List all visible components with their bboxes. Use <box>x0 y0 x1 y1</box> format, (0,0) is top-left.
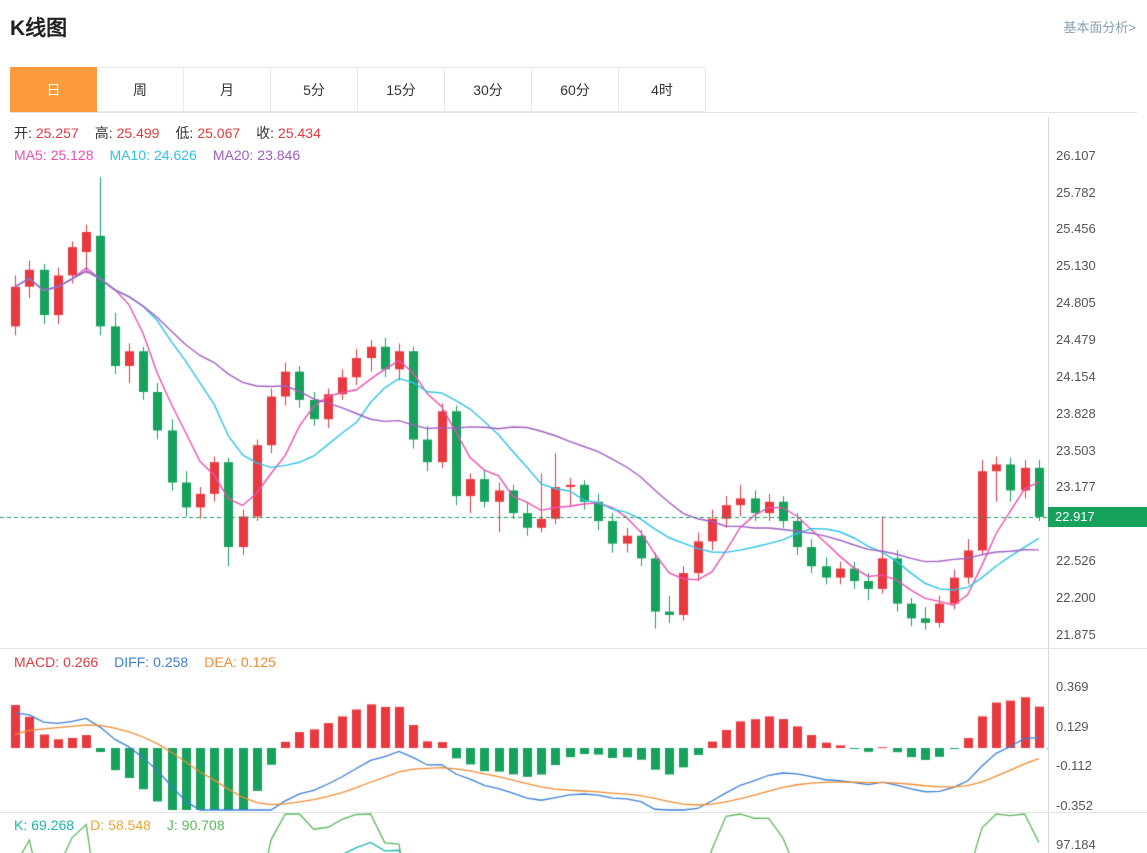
d-label: D: <box>90 817 105 833</box>
price-axis-label: 22.526 <box>1056 553 1096 569</box>
kdj-legend: K: 69.268 D: 58.548 J: 90.708 <box>14 817 241 833</box>
ma20-label: MA20: <box>212 147 254 163</box>
legend-d: D: 58.548 <box>90 817 151 833</box>
legend-open: 开: 25.257 <box>14 125 79 141</box>
macd-value: 0.266 <box>63 654 99 670</box>
low-value: 25.067 <box>197 125 241 141</box>
tab-month[interactable]: 月 <box>184 67 271 112</box>
ohlc-legend: 开: 25.257 高: 25.499 低: 25.067 收: 25.434 <box>14 123 337 143</box>
tab-hour4[interactable]: 4时 <box>619 67 706 112</box>
price-axis-label: 24.805 <box>1056 295 1096 311</box>
legend-ma20: MA20: 23.846 <box>213 147 300 163</box>
price-axis-label: 21.875 <box>1056 626 1096 642</box>
page-title: K线图 <box>10 17 68 40</box>
fundamental-analysis-link[interactable]: 基本面分析> <box>1063 20 1136 35</box>
macd-legend: MACD: 0.266 DIFF: 0.258 DEA: 0.125 <box>14 654 292 670</box>
legend-j: J: 90.708 <box>167 817 225 833</box>
dea-label: DEA: <box>204 654 237 670</box>
tab-min5[interactable]: 5分 <box>271 67 358 112</box>
legend-dea: DEA: 0.125 <box>204 654 276 670</box>
legend-ma10: MA10: 24.626 <box>110 147 197 163</box>
tab-min15[interactable]: 15分 <box>358 67 445 112</box>
kdj-axis-label: 97.184 <box>1056 837 1096 852</box>
d-value: 58.548 <box>108 817 151 833</box>
price-axis-label: 24.479 <box>1056 332 1096 348</box>
price-axis-label: 25.130 <box>1056 258 1096 274</box>
tab-day[interactable]: 日 <box>10 67 97 112</box>
ma10-value: 24.626 <box>153 147 197 163</box>
open-label: 开: <box>14 125 32 141</box>
price-axis-label: 24.154 <box>1056 368 1096 384</box>
macd-label: MACD: <box>14 654 60 670</box>
ma5-value: 25.128 <box>50 147 94 163</box>
open-value: 25.257 <box>35 125 79 141</box>
diff-value: 0.258 <box>153 654 189 670</box>
j-value: 90.708 <box>181 817 225 833</box>
close-value: 25.434 <box>278 125 321 141</box>
legend-macd: MACD: 0.266 <box>14 654 98 670</box>
ma20-value: 23.846 <box>257 147 301 163</box>
panel-divider-main-macd <box>0 648 1147 649</box>
legend-high: 高: 25.499 <box>95 125 160 141</box>
macd-axis-label: -0.112 <box>1056 758 1092 774</box>
j-label: J: <box>166 817 178 833</box>
price-axis-label: 23.828 <box>1056 405 1096 421</box>
macd-axis-label: 0.129 <box>1056 718 1089 734</box>
current-price-tag: 22.917 <box>1048 506 1147 527</box>
price-axis-line <box>1048 117 1049 853</box>
tab-week[interactable]: 周 <box>97 67 184 112</box>
price-axis-label: 26.107 <box>1056 147 1096 163</box>
tab-min60[interactable]: 60分 <box>532 67 619 112</box>
ma5-label: MA5: <box>14 147 47 163</box>
dea-value: 0.125 <box>240 654 276 670</box>
legend-diff: DIFF: 0.258 <box>114 654 188 670</box>
macd-axis-label: -0.352 <box>1056 798 1093 814</box>
price-axis-label: 23.177 <box>1056 479 1096 495</box>
interval-tab-bar: 日周月 5分 15分 30分 60分 4时 <box>10 67 1137 113</box>
low-label: 低: <box>175 125 194 141</box>
price-axis-label: 25.456 <box>1056 221 1096 237</box>
ma-legend: MA5: 25.128 MA10: 24.626 MA20: 23.846 <box>14 147 316 163</box>
macd-axis-label: 0.369 <box>1056 679 1089 695</box>
high-value: 25.499 <box>116 125 160 141</box>
legend-ma5: MA5: 25.128 <box>14 147 94 163</box>
high-label: 高: <box>94 125 113 141</box>
price-axis-label: 22.200 <box>1056 589 1096 605</box>
price-axis-label: 25.782 <box>1056 184 1096 200</box>
legend-close: 收: 25.434 <box>256 125 321 141</box>
ma10-label: MA10: <box>109 147 150 163</box>
k-label: K: <box>14 817 28 833</box>
close-label: 收: <box>256 125 275 141</box>
legend-low: 低: 25.067 <box>175 125 240 141</box>
diff-label: DIFF: <box>114 654 150 670</box>
k-value: 69.268 <box>31 817 75 833</box>
legend-k: K: 69.268 <box>14 817 74 833</box>
price-axis-label: 23.503 <box>1056 442 1096 458</box>
panel-divider-macd-kdj <box>0 812 1147 813</box>
tab-min30[interactable]: 30分 <box>445 67 532 112</box>
